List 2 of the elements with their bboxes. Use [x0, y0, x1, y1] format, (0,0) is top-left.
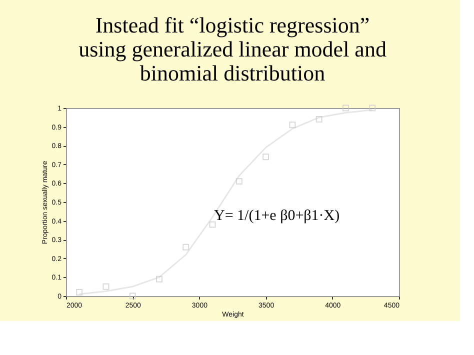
annotation: Y= 1/(1+e β0+β1·X)	[214, 208, 340, 224]
chart-title: Instead fit “logistic regression” using generalized linear model and binomial distribution	[78, 12, 386, 86]
